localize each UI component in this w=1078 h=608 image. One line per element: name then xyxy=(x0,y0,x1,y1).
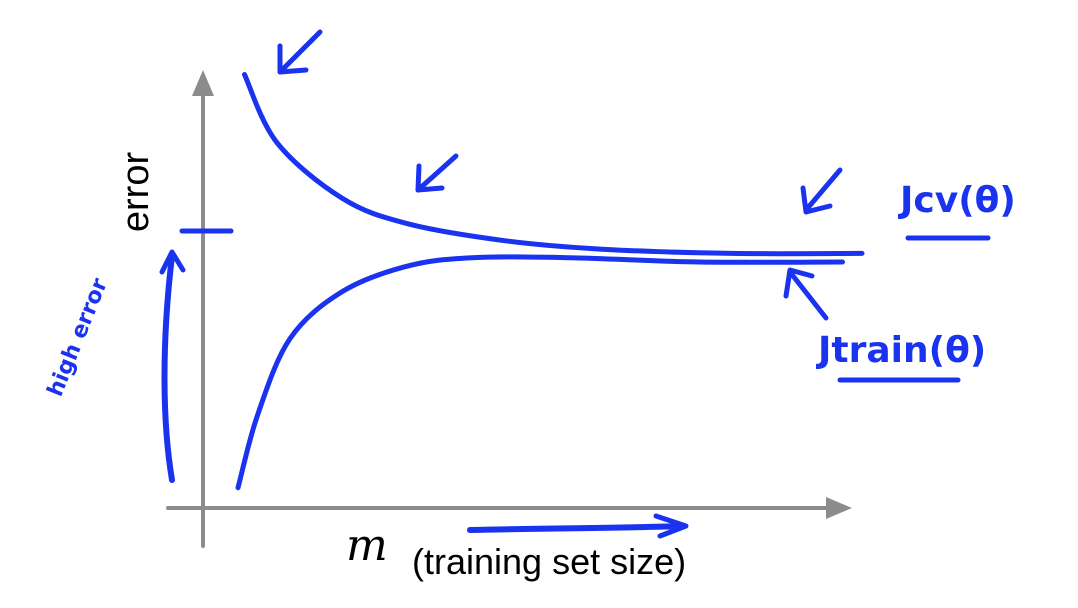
high-error-annotation: high error xyxy=(43,275,113,400)
arrow-training-size-icon xyxy=(467,513,689,539)
axes xyxy=(166,70,852,548)
x-axis-arrowhead xyxy=(826,497,852,519)
arrow-train-end-icon xyxy=(783,267,829,321)
series-label-cv-text: Jcv(θ) xyxy=(897,180,1016,221)
y-axis-arrowhead xyxy=(192,70,214,96)
y-axis-label: error xyxy=(115,152,157,233)
series-label-cv: Jcv(θ) xyxy=(897,180,1016,241)
high-error-label: high error xyxy=(43,275,113,400)
series-label-train-text: Jtrain(θ) xyxy=(815,330,986,371)
x-axis-label: (training set size) xyxy=(412,541,686,582)
arrow-cv-end-icon xyxy=(800,167,843,215)
series-label-train: Jtrain(θ) xyxy=(815,330,986,383)
series-train-curve xyxy=(235,254,845,491)
arrow-cv-start-icon xyxy=(277,29,323,75)
annotation-arrows xyxy=(159,29,843,539)
arrow-cv-middle-icon xyxy=(415,153,459,193)
series-cv-curve xyxy=(242,72,865,257)
series-layer xyxy=(235,72,865,491)
x-axis-symbol: m xyxy=(346,520,388,571)
arrow-high-error-icon xyxy=(159,249,186,483)
